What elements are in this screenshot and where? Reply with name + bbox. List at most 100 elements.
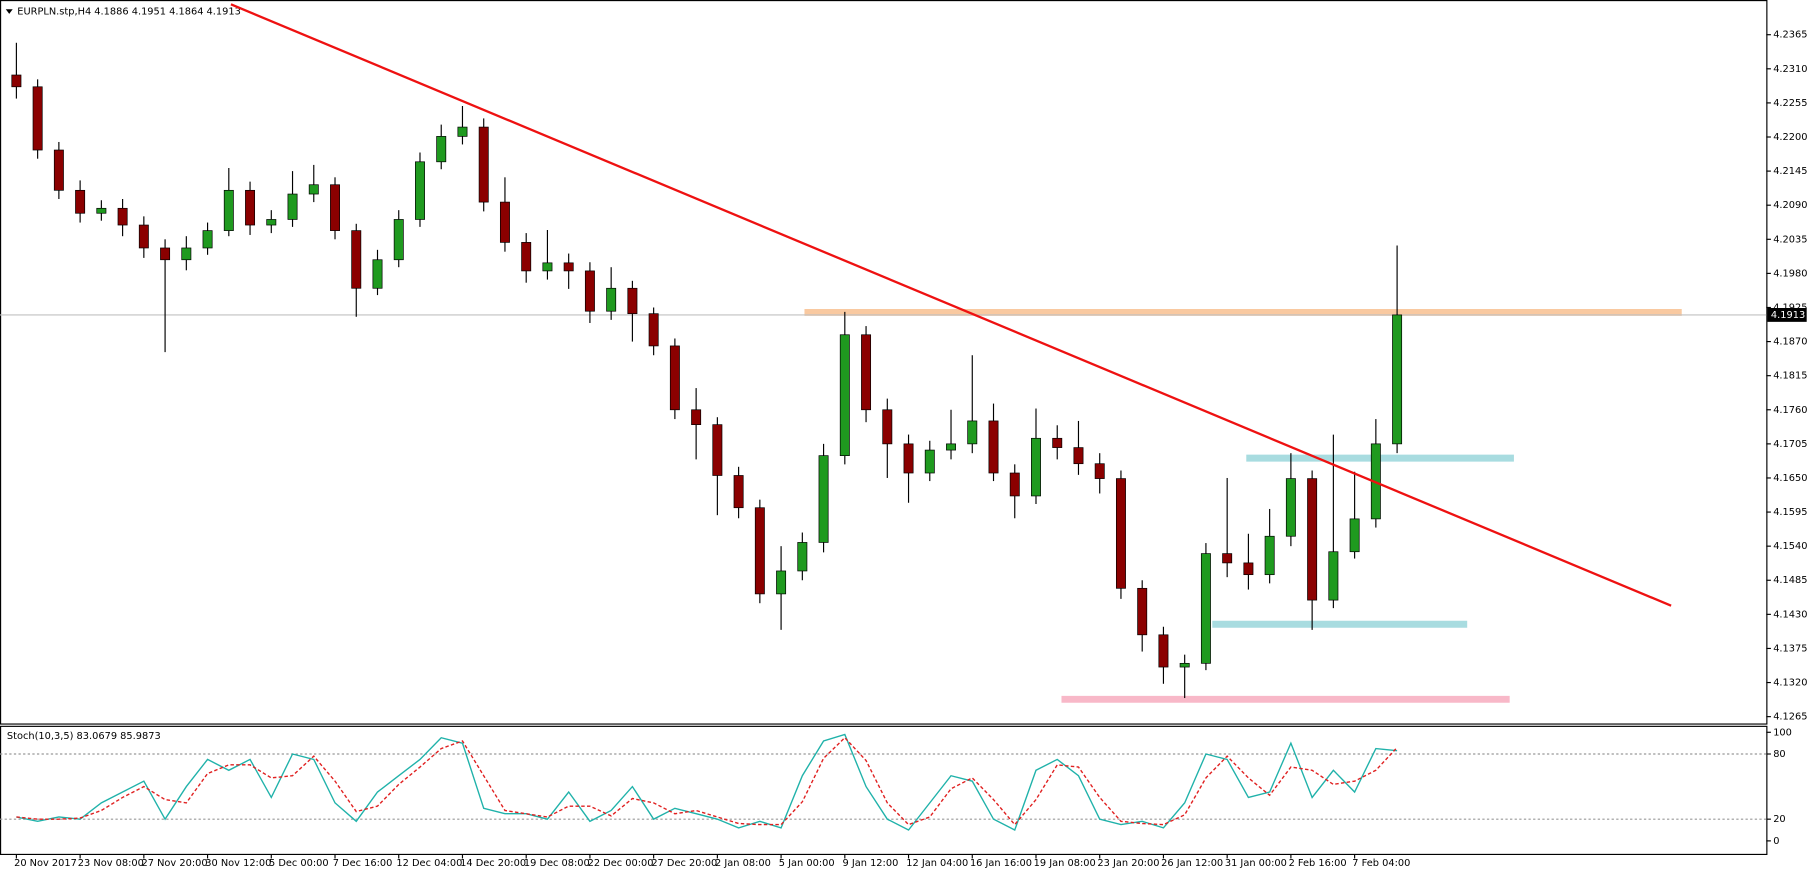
candle-body	[1137, 587, 1148, 636]
current-price-label: 4.1913	[1771, 310, 1805, 321]
high-value: 4.1951	[132, 7, 166, 18]
y-tick-label: 4.1980	[1773, 268, 1807, 279]
trendline	[230, 3, 1672, 607]
candle-body	[691, 409, 702, 426]
y-tick-label: 4.1870	[1773, 337, 1807, 348]
y-tick-label: 4.2200	[1773, 132, 1807, 143]
candle-body	[415, 161, 425, 220]
candle-body	[712, 424, 723, 476]
candle-body	[542, 262, 553, 272]
candle-body	[1094, 463, 1105, 479]
x-tick-label: 9 Jan 12:00	[843, 858, 899, 869]
x-tick-label: 30 Nov 12:00	[205, 858, 271, 869]
candle-body	[181, 247, 192, 261]
x-tick-label: 27 Nov 20:00	[142, 858, 208, 869]
candle-body	[776, 570, 787, 595]
open-value: 4.1886	[94, 7, 128, 18]
x-tick-label: 12 Jan 04:00	[906, 858, 968, 869]
candle-body	[1243, 562, 1254, 576]
candle-body	[1392, 314, 1403, 445]
x-tick-label: 26 Jan 12:00	[1161, 858, 1223, 869]
candle-body	[117, 207, 128, 226]
candle-body	[818, 455, 829, 543]
candle-body	[797, 542, 808, 572]
candle-body	[1115, 478, 1126, 589]
candle-body	[202, 230, 213, 249]
candle-body	[563, 262, 574, 272]
x-tick-label: 31 Jan 00:00	[1225, 858, 1287, 869]
low-value: 4.1864	[169, 7, 203, 18]
candle-body	[882, 409, 893, 445]
candle-body	[96, 207, 107, 214]
y-tick-label: 4.2090	[1773, 200, 1807, 211]
candle-body	[330, 184, 340, 231]
candle-body	[1158, 634, 1169, 668]
x-tick-label: 16 Jan 16:00	[970, 858, 1032, 869]
y-tick-label: 4.1265	[1773, 712, 1807, 723]
candle-body	[436, 136, 447, 163]
price-pane-border	[0, 0, 1768, 725]
x-tick-label: 5 Jan 00:00	[779, 858, 835, 869]
y-tick-label: 4.1375	[1773, 643, 1807, 654]
candle-body	[372, 259, 383, 289]
candle-body	[861, 334, 872, 411]
candle-body	[1328, 551, 1339, 601]
signal-value: 85.9873	[120, 731, 161, 742]
y-tick-label: 100	[1773, 727, 1792, 738]
candle-body	[478, 126, 489, 203]
candle-body	[733, 475, 744, 509]
candle-body	[1052, 437, 1063, 448]
candle-body	[138, 224, 149, 249]
y-tick-label: 4.1650	[1773, 473, 1807, 484]
symbol: EURPLN.stp,H4	[17, 7, 91, 18]
candle-body	[499, 201, 510, 243]
candle-body	[967, 420, 978, 445]
candle-body	[223, 189, 234, 231]
close-value: 4.1913	[207, 7, 241, 18]
stoch-line	[16, 736, 1398, 826]
y-tick-label: 20	[1773, 814, 1785, 825]
candle-body	[648, 313, 659, 347]
y-tick-label: 4.1430	[1773, 609, 1807, 620]
candle-body	[754, 507, 765, 595]
candle-body	[1009, 472, 1020, 497]
candle-body	[266, 219, 277, 226]
x-tick-label: 19 Jan 08:00	[1034, 858, 1096, 869]
x-tick-label: 2 Feb 16:00	[1289, 858, 1347, 869]
x-tick-label: 27 Dec 20:00	[651, 858, 717, 869]
y-tick-label: 4.1815	[1773, 371, 1807, 382]
y-tick-label: 4.2310	[1773, 64, 1807, 75]
y-tick-label: 4.1320	[1773, 678, 1807, 689]
x-tick-label: 19 Dec 08:00	[524, 858, 590, 869]
y-tick-label: 4.2255	[1773, 98, 1807, 109]
current-price-box	[1767, 308, 1807, 322]
candle-body	[53, 149, 64, 191]
x-tick-label: 22 Dec 00:00	[588, 858, 654, 869]
candle-body	[351, 230, 362, 289]
candle-body	[1200, 553, 1211, 664]
candle-body	[11, 74, 22, 88]
y-tick-label: 4.1485	[1773, 575, 1807, 586]
x-tick-label: 12 Dec 04:00	[396, 858, 462, 869]
y-tick-label: 4.1540	[1773, 541, 1807, 552]
candle-body	[946, 443, 956, 451]
candle-body	[1285, 478, 1296, 537]
candle-body	[521, 242, 532, 272]
candle-body	[160, 247, 171, 261]
candle-body	[584, 270, 595, 312]
candle-body	[1031, 437, 1041, 497]
candle-body	[245, 189, 256, 226]
candle-body	[457, 126, 468, 137]
x-tick-label: 23 Jan 20:00	[1097, 858, 1159, 869]
y-tick-label: 4.2035	[1773, 234, 1807, 245]
x-tick-label: 14 Dec 20:00	[460, 858, 526, 869]
candle-body	[287, 193, 298, 220]
menu-arrow	[5, 9, 13, 14]
candle-body	[839, 334, 850, 456]
y-tick-label: 4.1705	[1773, 439, 1807, 450]
header: EURPLN.stp,H4 4.1886 4.1951 4.1864 4.191…	[17, 7, 241, 18]
stoch-pane-border	[0, 725, 1768, 855]
stoch-header: Stoch(10,3,5) 83.0679 85.9873	[7, 731, 161, 742]
